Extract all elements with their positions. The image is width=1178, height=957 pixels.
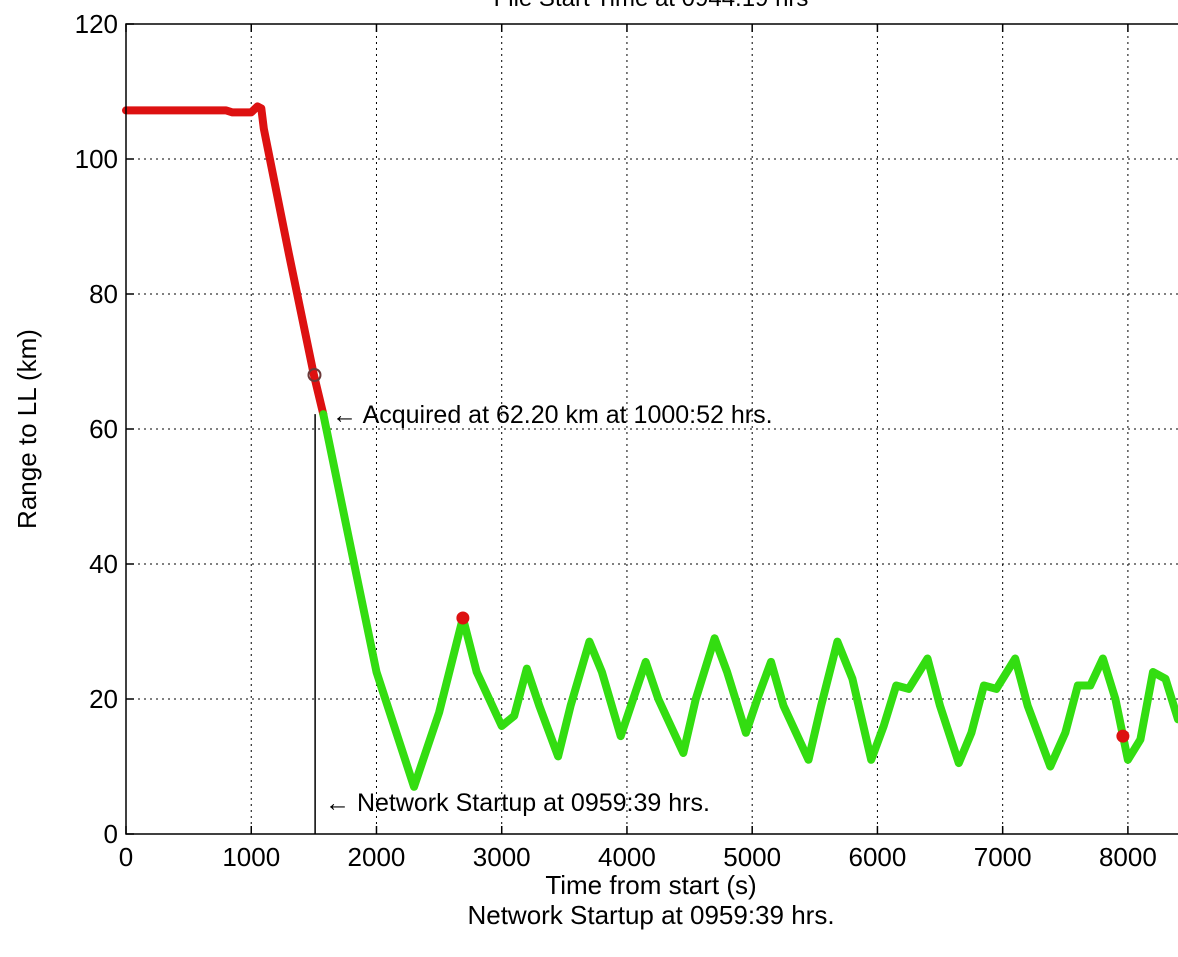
x-axis-sublabel: Network Startup at 0959:39 hrs.: [467, 900, 834, 930]
chart-title: File Start Time at 0944:19 hrs: [494, 0, 809, 12]
marker-layer: [307, 368, 1130, 743]
y-tick-label: 60: [89, 414, 118, 444]
axis-ticks: 0 1000 2000 3000 4000 5000 6000 7000 8000 0 20 40 60…: [75, 9, 1157, 872]
y-tick-label: 40: [89, 549, 118, 579]
data-marker: [456, 611, 470, 625]
y-tick-label: 100: [75, 144, 118, 174]
y-tick-label: 20: [89, 684, 118, 714]
y-tick-label: 0: [104, 819, 118, 849]
x-tick-label: 4000: [598, 842, 656, 872]
grid-lines: [126, 24, 1178, 834]
series-line-1: [122, 102, 328, 419]
series-line-2: [319, 410, 1178, 791]
x-tick-label: 5000: [723, 842, 781, 872]
x-tick-label: 8000: [1099, 842, 1157, 872]
y-axis-label: Range to LL (km): [12, 329, 42, 529]
plot-frame: [125, 23, 1178, 835]
x-tick-label: 3000: [473, 842, 531, 872]
y-tick-label: 120: [75, 9, 118, 39]
annotation-acquired: ← Acquired at 62.20 km at 1000:52 hrs.: [332, 401, 773, 429]
x-tick-label: 1000: [222, 842, 280, 872]
x-tick-label: 0: [119, 842, 133, 872]
x-axis-label: Time from start (s): [545, 870, 756, 900]
y-tick-label: 80: [89, 279, 118, 309]
data-marker: [1116, 729, 1130, 743]
series-layer: [122, 102, 1178, 791]
annotation-network-startup: ← Network Startup at 0959:39 hrs.: [325, 789, 710, 817]
x-tick-label: 2000: [348, 842, 406, 872]
x-tick-label: 7000: [974, 842, 1032, 872]
data-marker: [307, 368, 322, 382]
x-tick-label: 6000: [849, 842, 907, 872]
